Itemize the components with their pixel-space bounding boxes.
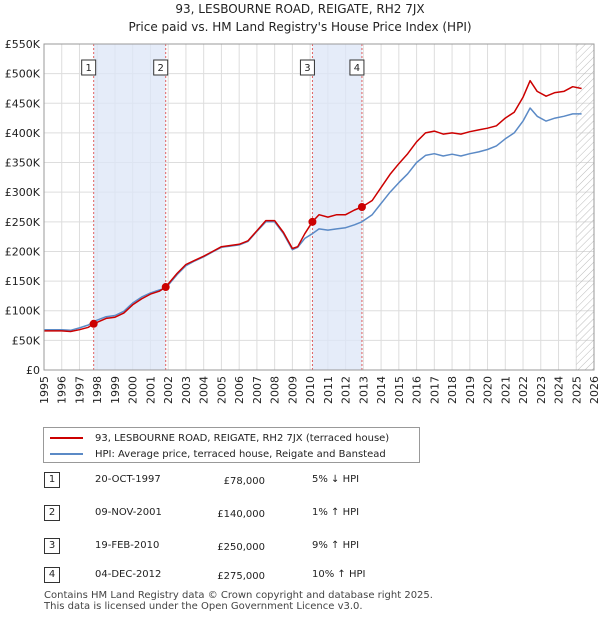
table-row: 3 19-FEB-2010 £250,000 9% ↑ HPI — [40, 538, 390, 556]
chart-title: 93, LESBOURNE ROAD, REIGATE, RH2 7JX — [175, 2, 424, 16]
y-tick-label: £350K — [5, 157, 41, 170]
y-tick-label: £550K — [5, 38, 41, 51]
legend-item-property: 93, LESBOURNE ROAD, REIGATE, RH2 7JX (te… — [50, 431, 389, 445]
legend-swatch-hpi — [50, 453, 83, 455]
x-tick-label: 2010 — [304, 376, 317, 404]
x-tick-label: 2013 — [357, 376, 370, 404]
sale-number-box — [349, 59, 365, 76]
sale-price: £78,000 — [223, 476, 265, 487]
x-tick-label: 2003 — [180, 376, 193, 404]
sale-number-badge: 3 — [44, 538, 60, 554]
x-tick-label: 1998 — [91, 376, 104, 404]
x-tick-label: 2001 — [144, 376, 157, 404]
x-tick-label: 2017 — [428, 376, 441, 404]
legend-label-hpi: HPI: Average price, terraced house, Reig… — [95, 448, 386, 460]
table-row: 2 09-NOV-2001 £140,000 1% ↑ HPI — [40, 505, 390, 523]
sale-number-label: 4 — [354, 63, 360, 74]
sale-number-box — [81, 59, 97, 76]
legend-item-hpi: HPI: Average price, terraced house, Reig… — [50, 447, 386, 461]
y-tick-label: £50K — [12, 334, 41, 347]
sale-number-label: 3 — [304, 63, 310, 74]
x-tick-label: 2012 — [340, 376, 353, 404]
sale-number-box — [153, 59, 169, 76]
sale-price: £275,000 — [217, 571, 265, 582]
x-tick-label: 2000 — [127, 376, 140, 404]
x-tick-label: 2016 — [411, 376, 424, 404]
chart-subtitle: Price paid vs. HM Land Registry's House … — [128, 20, 471, 34]
y-tick-label: £450K — [5, 97, 41, 110]
x-tick-label: 2021 — [499, 376, 512, 404]
y-tick-label: £500K — [5, 68, 41, 81]
sale-number-label: 1 — [85, 63, 91, 74]
x-tick-label: 1999 — [109, 376, 122, 404]
sale-number-label: 2 — [158, 63, 164, 74]
sale-point — [161, 283, 170, 292]
plot-frame — [43, 43, 595, 371]
y-tick-label: £0 — [26, 364, 40, 377]
series-line — [44, 79, 582, 333]
x-tick-label: 2024 — [553, 376, 566, 404]
sale-date: 19-FEB-2010 — [95, 540, 160, 551]
sale-date: 04-DEC-2012 — [95, 569, 162, 580]
x-tick-label: 2005 — [215, 376, 228, 404]
sale-number-badge: 2 — [44, 505, 60, 521]
footer-attribution: Contains HM Land Registry data © Crown c… — [44, 590, 433, 612]
sale-number-badge: 1 — [44, 472, 60, 488]
sale-price: £250,000 — [217, 542, 265, 553]
sale-point — [357, 203, 366, 211]
ownership-period-shading — [93, 44, 166, 370]
y-tick-label: £200K — [5, 245, 41, 258]
footer-line-licence: This data is licensed under the Open Gov… — [44, 601, 363, 612]
chart-legend: 93, LESBOURNE ROAD, REIGATE, RH2 7JX (te… — [43, 427, 420, 463]
y-tick-label: £150K — [5, 275, 41, 288]
x-tick-label: 2014 — [375, 376, 388, 404]
x-tick-label: 2009 — [286, 376, 299, 404]
x-tick-label: 2011 — [322, 376, 335, 404]
x-tick-label: 2002 — [162, 376, 175, 404]
sale-point — [308, 217, 317, 226]
x-tick-label: 2008 — [269, 376, 282, 404]
series-line — [44, 107, 582, 332]
price-chart: 93, LESBOURNE ROAD, REIGATE, RH2 7JX Pri… — [5, 2, 600, 404]
x-tick-label: 1995 — [38, 376, 51, 404]
x-tick-label: 2006 — [233, 376, 246, 404]
sale-date: 09-NOV-2001 — [95, 507, 162, 518]
x-tick-label: 2004 — [198, 376, 211, 404]
ownership-period-shading — [312, 44, 362, 370]
x-tick-label: 1997 — [73, 376, 86, 404]
sale-number-box — [299, 59, 315, 76]
y-tick-label: £250K — [5, 216, 41, 229]
x-tick-label: 2025 — [570, 376, 583, 404]
future-hatch-region — [576, 44, 594, 370]
x-tick-label: 2019 — [464, 376, 477, 404]
x-tick-label: 2020 — [482, 376, 495, 404]
sale-hpi-diff: 5% ↓ HPI — [312, 474, 360, 485]
legend-label-property: 93, LESBOURNE ROAD, REIGATE, RH2 7JX (te… — [95, 432, 390, 444]
sale-price: £140,000 — [217, 509, 265, 520]
y-tick-label: £400K — [5, 127, 41, 140]
sale-point — [89, 319, 98, 328]
x-tick-label: 2026 — [588, 376, 600, 404]
y-tick-label: £300K — [5, 186, 41, 199]
legend-swatch-property — [50, 437, 83, 439]
x-tick-label: 2023 — [535, 376, 548, 404]
x-tick-label: 1996 — [56, 376, 69, 404]
sale-date: 20-OCT-1997 — [95, 474, 161, 485]
x-tick-label: 2015 — [393, 376, 406, 404]
x-tick-label: 2007 — [251, 376, 264, 404]
sale-number-badge: 4 — [44, 567, 60, 583]
sale-hpi-diff: 10% ↑ HPI — [312, 569, 366, 580]
table-row: 4 04-DEC-2012 £275,000 10% ↑ HPI — [40, 567, 390, 585]
footer-line-copyright: Contains HM Land Registry data © Crown c… — [44, 590, 433, 601]
x-tick-label: 2018 — [446, 376, 459, 404]
table-row: 1 20-OCT-1997 £78,000 5% ↓ HPI — [40, 472, 390, 490]
sale-hpi-diff: 9% ↑ HPI — [312, 540, 360, 551]
y-tick-label: £100K — [5, 305, 41, 318]
sale-hpi-diff: 1% ↑ HPI — [312, 507, 360, 518]
x-tick-label: 2022 — [517, 376, 530, 404]
